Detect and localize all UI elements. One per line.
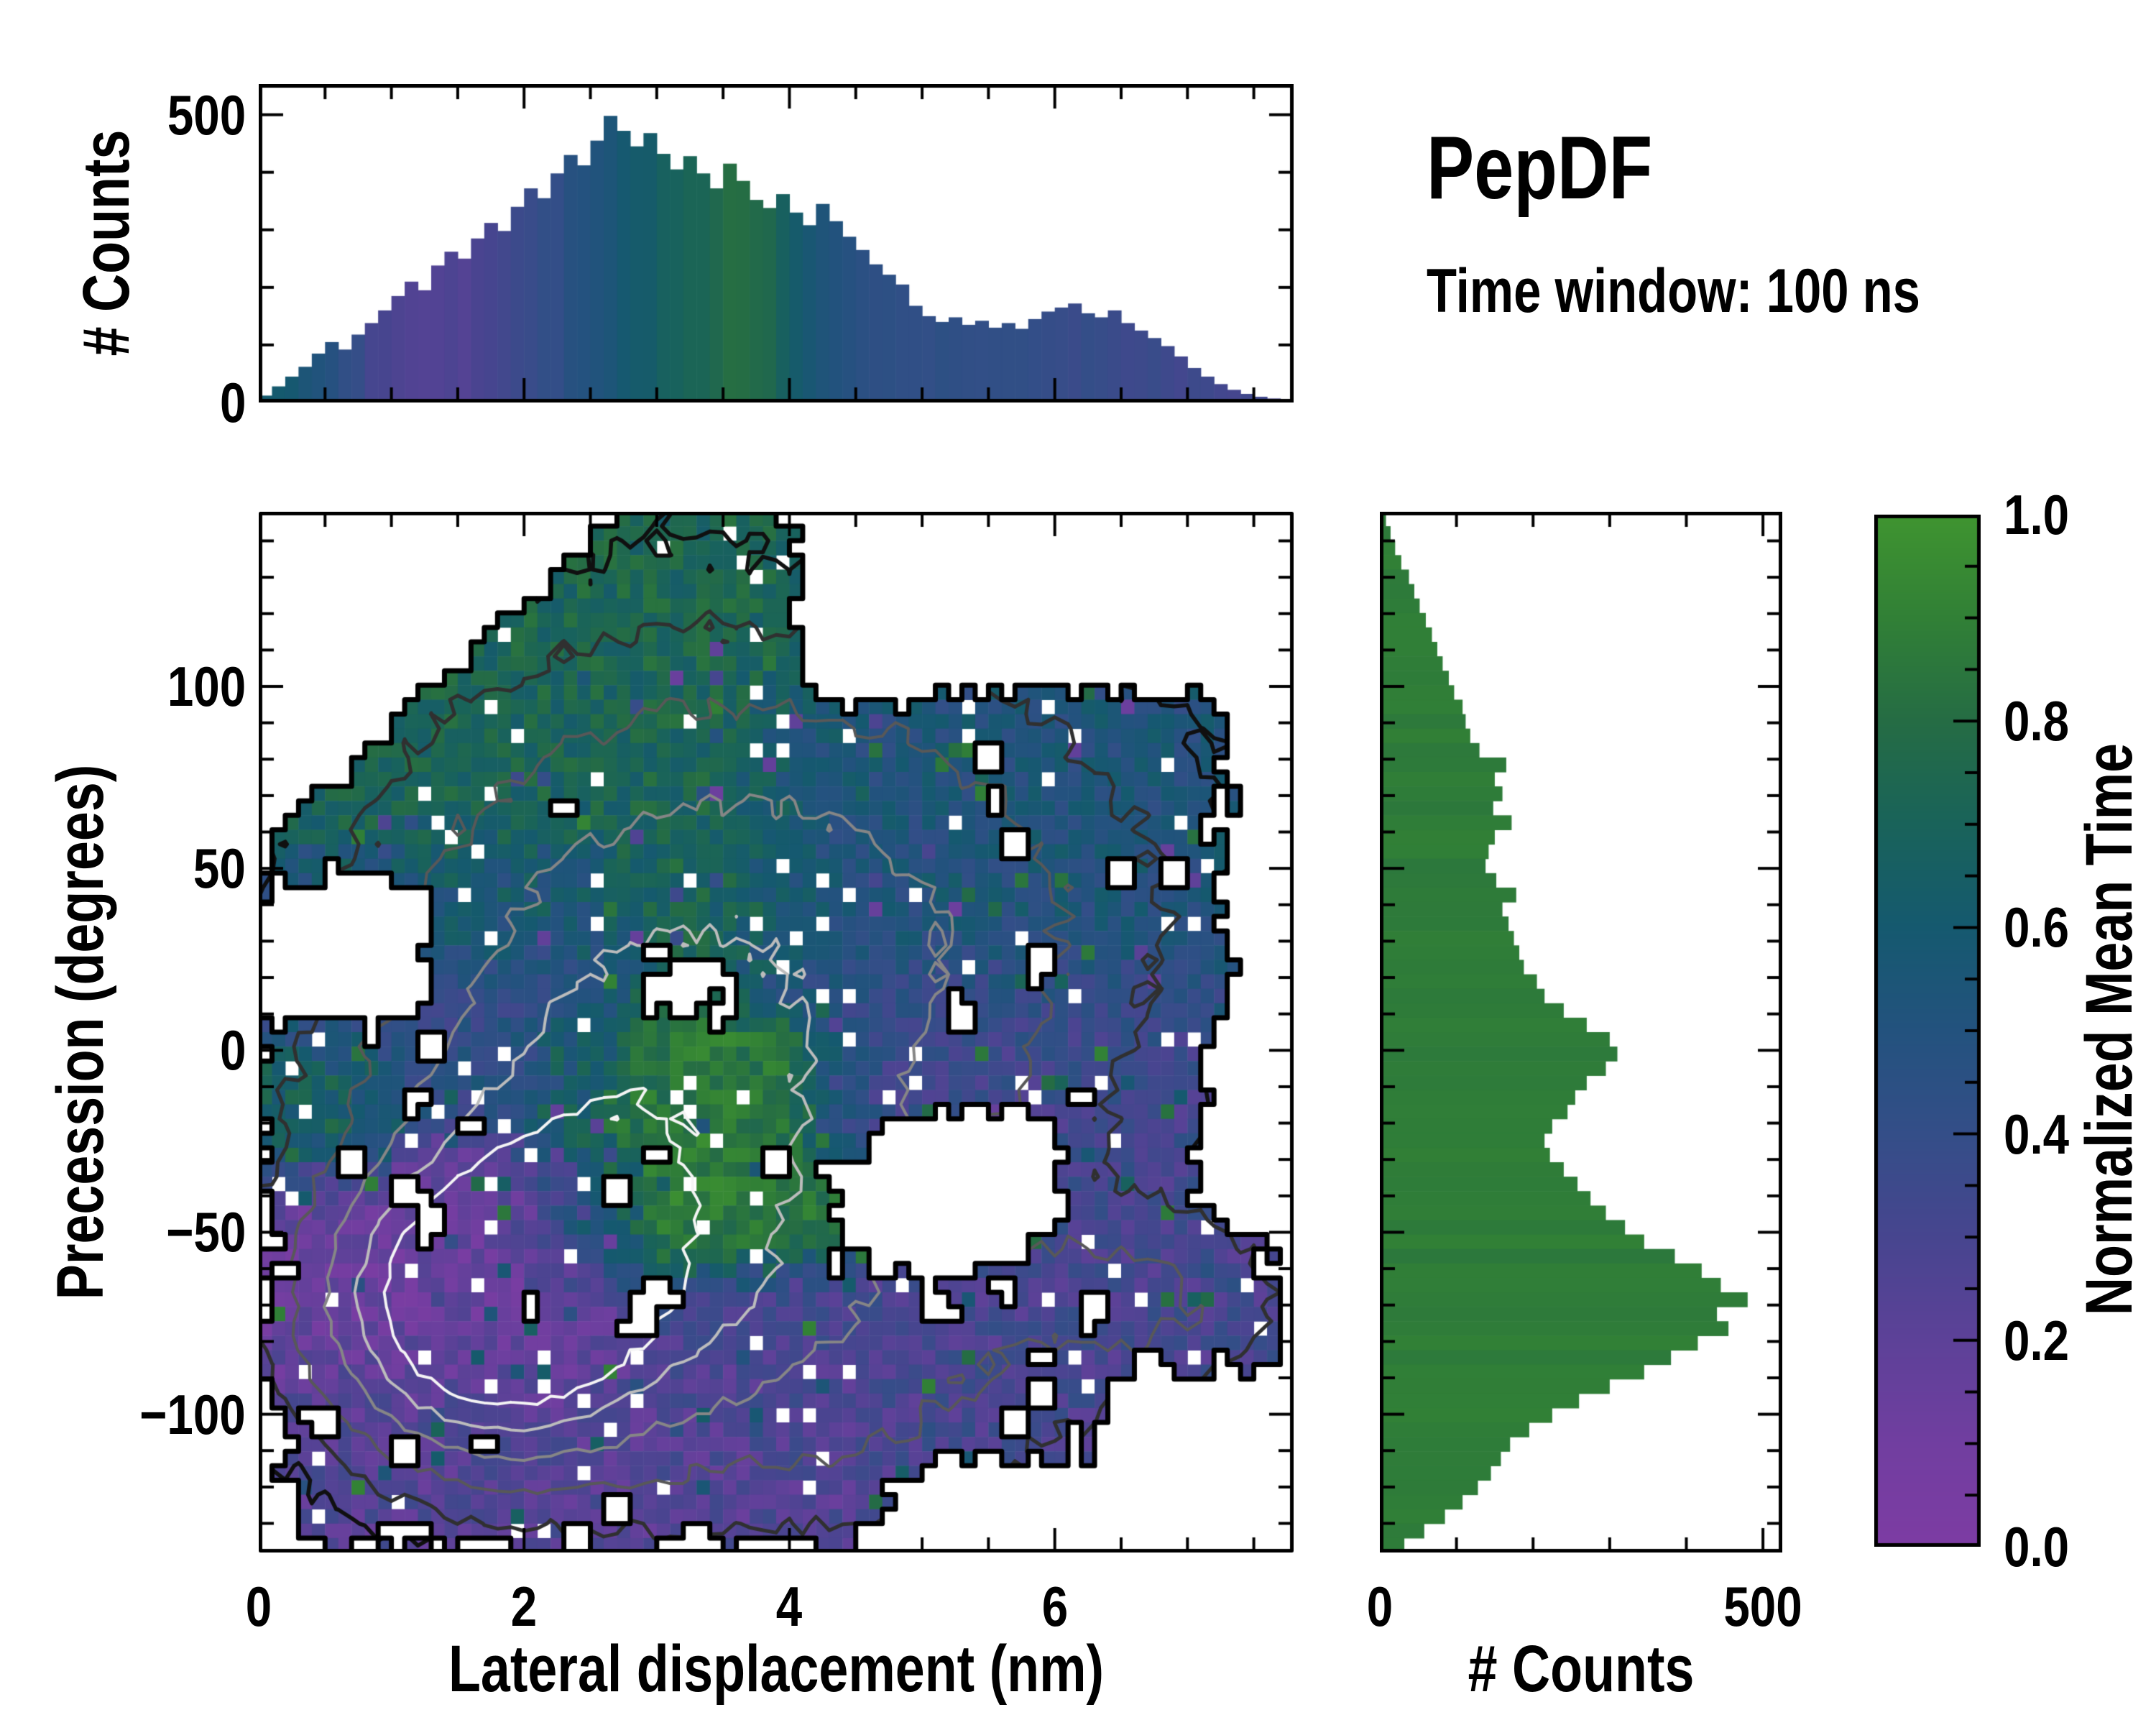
top-hist-ytick: 500 bbox=[167, 83, 246, 147]
main-ytick: −100 bbox=[139, 1382, 246, 1446]
main-xlabel: Lateral displacement (nm) bbox=[448, 1632, 1105, 1706]
figure-title: PepDF bbox=[1427, 119, 1653, 218]
colorbar-canvas bbox=[1874, 515, 1981, 1547]
colorbar-tick: 0.0 bbox=[2004, 1515, 2070, 1578]
colorbar-tick: 1.0 bbox=[2004, 483, 2070, 546]
main-ytick: 0 bbox=[219, 1018, 246, 1082]
main-xtick: 6 bbox=[1041, 1575, 1068, 1638]
right-hist-xlabel: # Counts bbox=[1468, 1632, 1695, 1706]
joint-heatmap-canvas bbox=[259, 512, 1294, 1552]
right-histogram-canvas bbox=[1380, 512, 1782, 1552]
main-xtick: 2 bbox=[510, 1575, 538, 1638]
top-histogram-canvas bbox=[259, 84, 1294, 402]
main-ytick: 100 bbox=[167, 655, 246, 719]
right-hist-xtick: 500 bbox=[1723, 1575, 1802, 1638]
right-hist-xtick: 0 bbox=[1366, 1575, 1393, 1638]
main-xtick: 4 bbox=[776, 1575, 803, 1638]
top-hist-ylabel: # Counts bbox=[70, 129, 143, 356]
main-ytick: 50 bbox=[193, 837, 246, 901]
colorbar-label: Normalized Mean Time bbox=[2073, 742, 2146, 1316]
colorbar-tick: 0.4 bbox=[2004, 1102, 2070, 1166]
main-ytick: −50 bbox=[165, 1200, 246, 1264]
colorbar-tick: 0.8 bbox=[2004, 689, 2070, 753]
figure-subtitle: Time window: 100 ns bbox=[1427, 257, 1920, 326]
colorbar-tick: 0.2 bbox=[2004, 1308, 2070, 1372]
top-hist-ytick: 0 bbox=[219, 371, 246, 434]
colorbar-tick: 0.6 bbox=[2004, 896, 2070, 960]
main-ylabel: Precession (degrees) bbox=[44, 764, 117, 1300]
main-xtick: 0 bbox=[245, 1575, 272, 1638]
